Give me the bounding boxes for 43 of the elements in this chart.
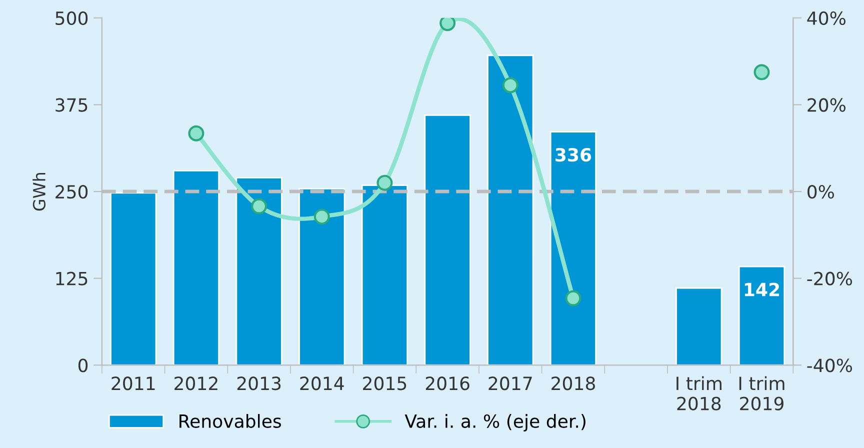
bar: [676, 287, 722, 366]
y-tick-label: 125: [56, 272, 88, 286]
bar: [298, 188, 346, 366]
point: [565, 290, 582, 306]
x-tick-label: 2015: [363, 376, 406, 390]
bar: [110, 192, 157, 366]
bar: [424, 114, 471, 366]
point: [754, 64, 770, 80]
data-label: 142: [744, 282, 780, 296]
bar: [172, 170, 220, 366]
legend-label: Var. i. a. % (eje der.): [404, 414, 586, 432]
data-label: 336: [556, 148, 592, 162]
point: [188, 125, 204, 142]
point: [376, 174, 393, 191]
y2-tick-label: 0%: [808, 184, 834, 199]
point: [314, 208, 330, 225]
y2-tick-label: -20%: [807, 272, 852, 286]
y-tick-label: 500: [56, 11, 88, 26]
bar: [550, 131, 597, 366]
y-tick-label: 0: [78, 358, 88, 372]
x-tick-label: 2016: [426, 376, 470, 390]
x-tick-label: 2017: [488, 376, 532, 390]
bar: [738, 266, 786, 366]
x-tick-label: 2013: [237, 376, 281, 390]
y2-tick-label: 40%: [807, 11, 846, 26]
bar: [236, 176, 282, 366]
y-axis-title: GWh: [32, 172, 46, 211]
y-tick-label: 250: [56, 184, 88, 199]
x-tick-label: I trim 2019: [739, 376, 784, 410]
x-tick-label: 2018: [552, 376, 595, 390]
x-tick-label: I trim 2018: [676, 376, 722, 410]
y2-tick-label: -40%: [807, 358, 852, 372]
point: [251, 198, 268, 214]
bar: [361, 184, 408, 366]
y2-tick-label: 20%: [808, 98, 846, 112]
x-tick-label: 2012: [174, 376, 218, 390]
legend-label: Renovables: [180, 414, 281, 428]
point: [502, 77, 518, 94]
bar: [487, 54, 534, 366]
x-tick-label: 2011: [112, 376, 155, 390]
x-tick-label: 2014: [300, 376, 344, 390]
y-tick-label: 375: [56, 98, 88, 112]
point: [440, 18, 456, 32]
